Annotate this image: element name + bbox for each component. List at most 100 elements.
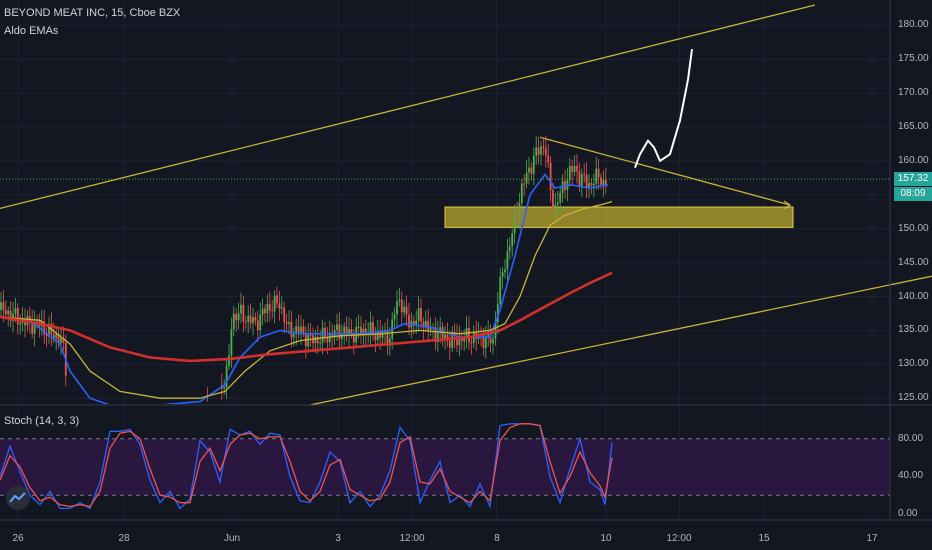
- candle-body: [16, 307, 19, 325]
- candle-body: [554, 204, 557, 208]
- candle-body: [403, 306, 406, 313]
- candle-body: [525, 172, 528, 184]
- candle-body: [417, 307, 420, 321]
- lower-channel-line: [309, 275, 932, 406]
- candle-body: [530, 167, 533, 174]
- candle-body: [288, 321, 290, 324]
- candle-body: [360, 326, 362, 336]
- candle-body: [372, 322, 374, 336]
- candle-body: [511, 233, 514, 247]
- candle-body: [552, 190, 554, 208]
- stoch-tick: 0.00: [898, 508, 918, 519]
- candle-body: [501, 272, 504, 277]
- ema-fast-line: [0, 173, 609, 404]
- candle-body: [345, 326, 348, 335]
- price-tick: 130.00: [898, 358, 929, 370]
- grid: [0, 0, 890, 520]
- stoch-label[interactable]: Stoch (14, 3, 3): [4, 415, 80, 427]
- projection-path: [634, 48, 693, 169]
- candle-body: [544, 148, 547, 156]
- candle-body: [237, 313, 240, 321]
- candle-body: [602, 180, 605, 185]
- candle-body: [297, 326, 300, 333]
- candle-body: [259, 314, 262, 331]
- candle-body: [487, 332, 490, 338]
- candle-body: [604, 180, 607, 187]
- candle-body: [528, 167, 530, 173]
- candle-body: [348, 329, 350, 335]
- candle-body: [31, 321, 34, 334]
- candle-body: [508, 246, 511, 252]
- price-tick: 140.00: [898, 290, 929, 302]
- candle-body: [597, 168, 600, 178]
- time-tick: 12:00: [399, 533, 425, 544]
- candle-body: [482, 334, 485, 349]
- candle-body: [444, 334, 446, 339]
- candle-body: [326, 337, 329, 342]
- candle-body: [264, 308, 266, 314]
- candle-body: [331, 332, 334, 338]
- candle-body: [292, 334, 295, 338]
- candle-body: [559, 192, 562, 203]
- candle-body: [285, 321, 288, 324]
- candle-body: [48, 323, 50, 337]
- candle-body: [60, 338, 62, 343]
- price-tick: 150.00: [898, 222, 929, 234]
- candle-body: [576, 166, 578, 172]
- candle-body: [2, 302, 5, 311]
- candle-body: [484, 337, 487, 349]
- candle-body: [424, 320, 427, 328]
- timer-badge: 08:09: [894, 187, 932, 202]
- candle-body: [28, 315, 31, 322]
- candle-body: [225, 365, 228, 387]
- candle-body: [338, 324, 341, 340]
- candle-body: [400, 299, 403, 313]
- candle-body: [352, 333, 355, 343]
- price-tick: 145.00: [898, 256, 929, 268]
- candle-body: [556, 202, 559, 205]
- candle-body: [33, 321, 36, 334]
- candle-body: [446, 334, 449, 342]
- candle-body: [436, 333, 439, 343]
- time-tick: 8: [494, 533, 500, 544]
- candle-body: [350, 329, 353, 334]
- candle-body: [364, 328, 367, 335]
- candle-body: [343, 326, 346, 334]
- candle-body: [463, 337, 466, 342]
- candle-body: [271, 310, 274, 312]
- candle-body: [496, 304, 499, 322]
- candle-body: [506, 251, 509, 270]
- price-tick: 135.00: [898, 324, 929, 336]
- candle-body: [273, 295, 276, 312]
- candle-body: [393, 314, 396, 320]
- candle-body: [45, 334, 48, 337]
- candle-body: [300, 326, 302, 333]
- candle-body: [458, 336, 461, 346]
- price-tick: 160.00: [898, 154, 929, 166]
- indicator-label[interactable]: Aldo EMAs: [4, 25, 59, 37]
- candle-body: [504, 269, 506, 273]
- price-tick: 175.00: [898, 53, 929, 65]
- stochastic-lines: [0, 423, 613, 510]
- candle-body: [568, 165, 571, 180]
- candle-body: [52, 334, 55, 339]
- candle-body: [520, 183, 523, 203]
- candle-body: [240, 304, 242, 314]
- candle-body: [295, 326, 298, 335]
- candle-body: [280, 307, 283, 309]
- candle-body: [290, 321, 293, 338]
- candle-body: [523, 183, 526, 185]
- candle-body: [386, 330, 389, 346]
- support-zone: [444, 206, 794, 228]
- tradingview-logo-icon[interactable]: [6, 486, 30, 510]
- candle-body: [578, 171, 581, 186]
- candle-body: [369, 322, 372, 335]
- candle-body: [228, 355, 230, 366]
- candle-body: [513, 213, 516, 234]
- candle-body: [573, 166, 576, 172]
- trend-channels: [0, 4, 932, 406]
- candle-body: [590, 183, 593, 186]
- time-tick: 12:00: [666, 533, 692, 544]
- candle-body: [62, 338, 65, 343]
